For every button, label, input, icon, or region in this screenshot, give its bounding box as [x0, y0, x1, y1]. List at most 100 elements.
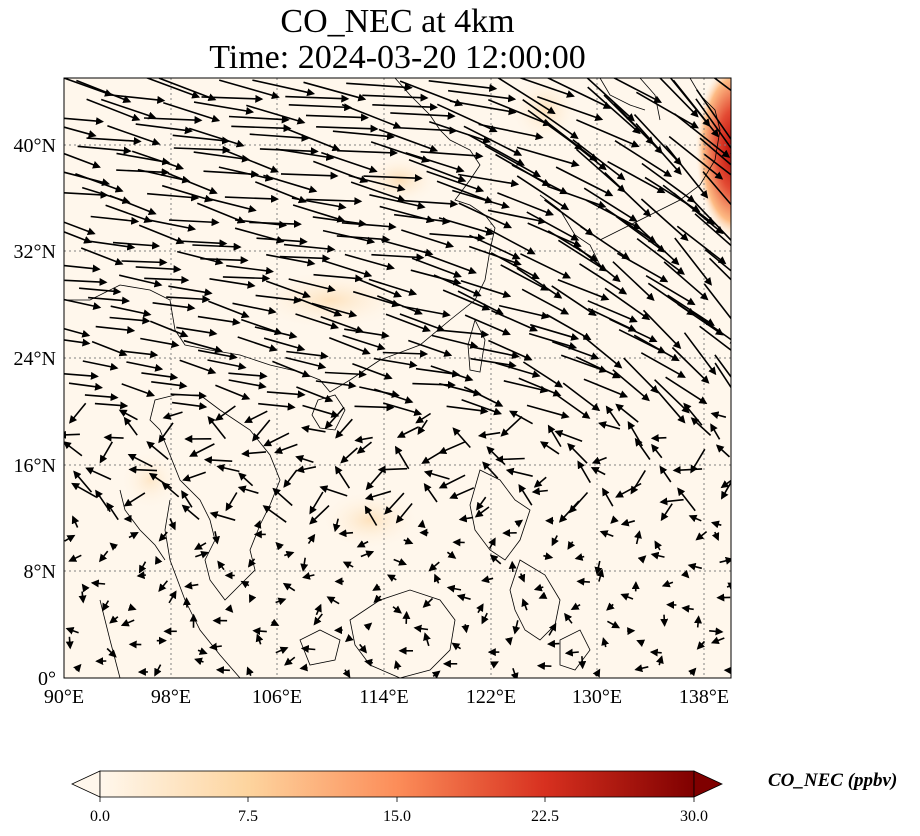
wind-arrow [228, 371, 268, 380]
wind-arrow [683, 332, 717, 376]
wind-arrow [183, 339, 224, 354]
wind-arrow [442, 289, 491, 311]
wind-arrow [528, 332, 578, 350]
wind-arrow [478, 123, 544, 141]
wind-arrow [536, 661, 552, 670]
wind-arrow [265, 280, 311, 299]
wind-arrow [452, 189, 510, 210]
wind-arrow [298, 297, 343, 317]
wind-arrow [158, 78, 217, 101]
wind-arrow [272, 360, 311, 378]
wind-arrow [547, 78, 612, 109]
wind-arrow [329, 336, 371, 355]
wind-arrow [127, 453, 153, 468]
wind-arrow [393, 126, 458, 135]
wind-arrow [231, 124, 292, 133]
wind-arrow [300, 557, 309, 572]
wind-arrow [254, 326, 298, 340]
wind-arrow [158, 422, 174, 444]
wind-arrow [487, 98, 552, 127]
wind-arrow [249, 219, 302, 228]
wind-arrow [286, 350, 329, 360]
wind-arrow [110, 305, 152, 318]
wind-arrow [356, 540, 369, 548]
wind-arrow [458, 514, 474, 523]
y-axis-ticks: 0° 8°N 16°N 24°N 32°N 40°N [14, 135, 56, 690]
wind-arrow [344, 328, 390, 339]
wind-arrow [476, 496, 487, 511]
wind-arrow [557, 279, 610, 301]
wind-arrow [693, 200, 731, 248]
wind-arrow [634, 530, 642, 545]
map-title-line2: Time: 2024-03-20 12:00:00 [209, 39, 586, 76]
wind-arrow [640, 198, 689, 242]
wind-arrow [284, 656, 296, 666]
wind-arrow [301, 424, 326, 433]
wind-arrow [650, 551, 665, 560]
wind-arrow [395, 502, 413, 524]
wind-arrow [88, 240, 136, 251]
wind-arrow [64, 441, 83, 457]
wind-arrow [215, 666, 230, 675]
y-tick-label: 8°N [24, 561, 56, 583]
wind-arrow [451, 642, 462, 651]
wind-arrow [426, 253, 477, 275]
wind-arrow [458, 202, 513, 229]
wind-arrow [147, 218, 197, 232]
wind-arrow [309, 505, 330, 525]
wind-arrow [555, 166, 614, 197]
wind-arrow [696, 640, 706, 650]
wind-arrow [64, 117, 104, 126]
wind-arrow [431, 334, 479, 349]
wind-arrow [106, 647, 117, 658]
wind-arrow [489, 554, 502, 565]
wind-arrow [173, 145, 231, 154]
wind-arrow [521, 598, 529, 611]
wind-arrow [64, 338, 91, 347]
wind-arrow [579, 263, 628, 295]
wind-arrow [609, 318, 658, 343]
wind-arrow [168, 590, 177, 604]
wind-arrow [94, 401, 129, 410]
wind-arrow [699, 325, 731, 352]
wind-arrow [539, 441, 560, 455]
map-title-line1: CO_NEC at 4km [280, 3, 515, 40]
colorbar-tick-label: 15.0 [383, 808, 411, 825]
wind-arrow [533, 476, 547, 488]
wind-arrow [456, 593, 471, 602]
wind-arrow [145, 78, 201, 99]
wind-arrow [138, 224, 185, 245]
wind-arrow [402, 305, 451, 318]
wind-arrow [342, 561, 354, 569]
y-tick-label: 32°N [14, 241, 56, 263]
wind-arrow [378, 128, 439, 153]
wind-arrow [373, 594, 382, 604]
wind-arrow [200, 256, 249, 265]
wind-arrow [147, 192, 200, 202]
wind-arrow [575, 356, 621, 379]
y-tick-label: 24°N [14, 348, 56, 370]
wind-arrow [283, 469, 298, 488]
wind-arrow [279, 254, 331, 263]
wind-arrow [620, 593, 634, 601]
wind-arrow [106, 502, 119, 521]
wind-arrow [702, 171, 731, 206]
wind-arrow [355, 277, 402, 298]
wind-arrow [237, 336, 278, 352]
wind-arrow [151, 381, 188, 390]
wind-arrow [606, 602, 615, 611]
wind-arrow [558, 500, 580, 523]
wind-arrow [580, 225, 631, 260]
wind-arrow [135, 265, 182, 274]
wind-arrow [295, 313, 340, 330]
wind-arrow [119, 274, 163, 288]
wind-arrow [323, 260, 373, 278]
wind-arrow [413, 624, 429, 633]
wind-arrow [543, 552, 554, 561]
wind-arrow [601, 637, 610, 648]
wind-arrow [218, 166, 274, 182]
wind-arrow [302, 404, 340, 418]
wind-arrow [410, 269, 462, 286]
wind-arrow [363, 174, 423, 183]
wind-arrow [690, 417, 712, 436]
